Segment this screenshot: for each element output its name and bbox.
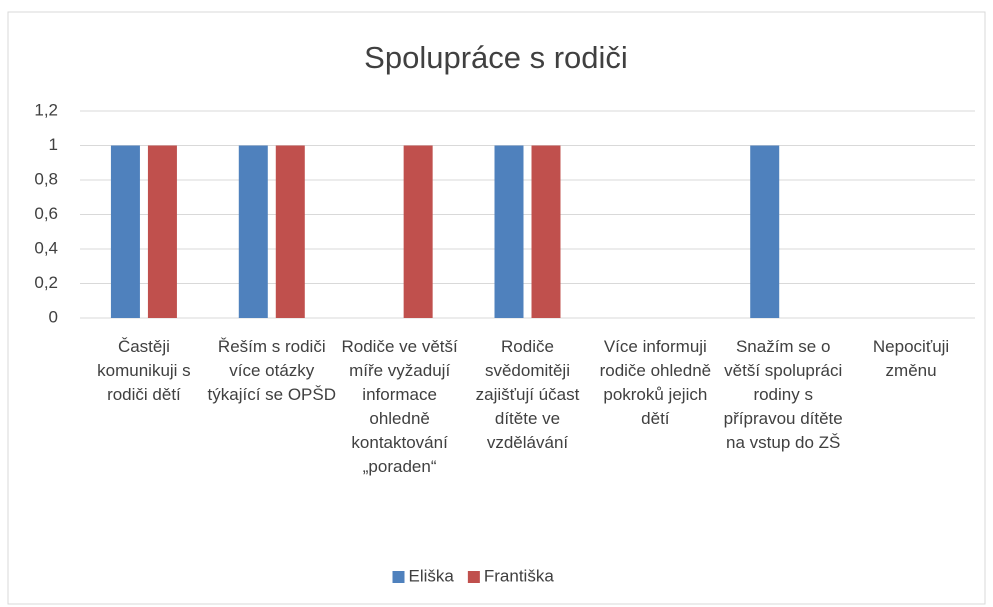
bar: [531, 145, 561, 318]
y-tick-label: 0,8: [34, 169, 58, 188]
x-tick-label: Rodiče ve větší míře vyžadují informace …: [341, 337, 458, 476]
bar: [750, 145, 780, 318]
chart-title: Spolupráce s rodiči: [364, 40, 628, 75]
y-tick-label: 1: [49, 135, 58, 154]
bar: [147, 145, 177, 318]
x-tick-label: Řeším s rodiči více otázky týkající se O…: [207, 337, 336, 404]
bar: [110, 145, 140, 318]
bar: [494, 145, 524, 318]
y-tick-label: 0,6: [34, 204, 58, 223]
x-tick-label: Nepociťuji změnu: [872, 337, 950, 380]
bar: [238, 145, 268, 318]
legend-swatch: [392, 571, 405, 583]
legend-label: Františka: [484, 566, 554, 585]
bar: [403, 145, 433, 318]
x-tick-label: Snažím se o větší spolupráci rodiny s př…: [723, 337, 843, 452]
y-tick-label: 1,2: [34, 100, 58, 119]
y-tick-label: 0,4: [34, 238, 58, 257]
bar: [275, 145, 305, 318]
legend-label: Eliška: [409, 566, 455, 585]
x-tick-label: Více informuji rodiče ohledně pokroků je…: [599, 337, 712, 428]
x-tick-label: Častěji komunikuji s rodiči dětí: [97, 337, 191, 404]
x-tick-label: Rodiče svědomitěji zajišťují účast dítět…: [475, 337, 580, 452]
y-tick-label: 0,2: [34, 273, 58, 292]
y-tick-label: 0: [49, 307, 58, 326]
legend-swatch: [467, 571, 480, 583]
